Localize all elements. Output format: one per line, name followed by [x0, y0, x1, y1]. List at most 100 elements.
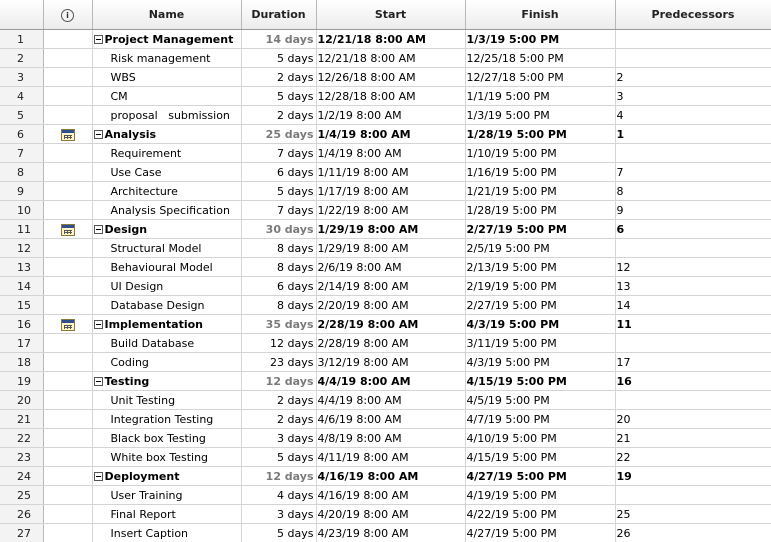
- row-id[interactable]: 3: [0, 67, 44, 87]
- predecessors-cell[interactable]: 9: [615, 200, 771, 220]
- duration-cell[interactable]: 7 days: [241, 200, 317, 220]
- task-name-cell[interactable]: Project Management: [92, 29, 242, 49]
- predecessors-cell[interactable]: 13: [615, 276, 771, 296]
- summary-task-row[interactable]: 19 Testing 12 days 4/4/19 8:00 AM 4/15/19 5:…: [0, 371, 771, 391]
- row-id[interactable]: 11: [0, 219, 44, 239]
- task-name-cell[interactable]: Behavioural Model: [92, 257, 242, 277]
- duration-cell[interactable]: 25 days: [241, 124, 317, 144]
- start-cell[interactable]: 12/21/18 8:00 AM: [316, 48, 466, 68]
- finish-cell[interactable]: 4/10/19 5:00 PM: [465, 428, 616, 448]
- row-id[interactable]: 20: [0, 390, 44, 410]
- predecessors-cell[interactable]: [615, 48, 771, 68]
- duration-cell[interactable]: 5 days: [241, 523, 317, 542]
- start-cell[interactable]: 4/6/19 8:00 AM: [316, 409, 466, 429]
- collapse-toggle-icon[interactable]: [93, 34, 103, 44]
- row-id[interactable]: 12: [0, 238, 44, 258]
- predecessors-cell[interactable]: 16: [615, 371, 771, 391]
- duration-cell[interactable]: 2 days: [241, 390, 317, 410]
- task-name-cell[interactable]: Use Case: [92, 162, 242, 182]
- duration-cell[interactable]: 23 days: [241, 352, 317, 372]
- row-id[interactable]: 25: [0, 485, 44, 505]
- indicator-cell[interactable]: [43, 181, 93, 201]
- task-row[interactable]: 12 Structural Model 8 days 1/29/19 8:00 AM 2…: [0, 238, 771, 258]
- row-id[interactable]: 8: [0, 162, 44, 182]
- indicator-cell[interactable]: [43, 390, 93, 410]
- finish-cell[interactable]: 1/28/19 5:00 PM: [465, 200, 616, 220]
- task-name-cell[interactable]: Design: [92, 219, 242, 239]
- start-cell[interactable]: 2/28/19 8:00 AM: [316, 314, 466, 334]
- start-cell[interactable]: 1/11/19 8:00 AM: [316, 162, 466, 182]
- predecessors-cell[interactable]: 21: [615, 428, 771, 448]
- predecessors-cell[interactable]: 19: [615, 466, 771, 486]
- finish-cell[interactable]: 4/15/19 5:00 PM: [465, 447, 616, 467]
- task-row[interactable]: 5 proposal submission 2 days 1/2/19 8:00 AM…: [0, 105, 771, 125]
- predecessors-cell[interactable]: 22: [615, 447, 771, 467]
- predecessors-cell[interactable]: 6: [615, 219, 771, 239]
- start-cell[interactable]: 4/16/19 8:00 AM: [316, 466, 466, 486]
- predecessors-cell[interactable]: 11: [615, 314, 771, 334]
- duration-cell[interactable]: 7 days: [241, 143, 317, 163]
- column-header-finish[interactable]: Finish: [465, 0, 616, 30]
- task-row[interactable]: 20 Unit Testing 2 days 4/4/19 8:00 AM 4/5/19…: [0, 390, 771, 410]
- duration-cell[interactable]: 30 days: [241, 219, 317, 239]
- task-row[interactable]: 22 Black box Testing 3 days 4/8/19 8:00 AM 4…: [0, 428, 771, 448]
- task-name-cell[interactable]: CM: [92, 86, 242, 106]
- indicator-cell[interactable]: [43, 504, 93, 524]
- row-id[interactable]: 23: [0, 447, 44, 467]
- indicator-cell[interactable]: [43, 124, 93, 144]
- predecessors-cell[interactable]: 17: [615, 352, 771, 372]
- finish-cell[interactable]: 4/19/19 5:00 PM: [465, 485, 616, 505]
- task-name-cell[interactable]: Black box Testing: [92, 428, 242, 448]
- finish-cell[interactable]: 2/13/19 5:00 PM: [465, 257, 616, 277]
- finish-cell[interactable]: 2/27/19 5:00 PM: [465, 295, 616, 315]
- predecessors-cell[interactable]: [615, 333, 771, 353]
- row-id[interactable]: 13: [0, 257, 44, 277]
- row-id[interactable]: 4: [0, 86, 44, 106]
- finish-cell[interactable]: 12/25/18 5:00 PM: [465, 48, 616, 68]
- duration-cell[interactable]: 6 days: [241, 276, 317, 296]
- indicator-cell[interactable]: [43, 29, 93, 49]
- start-cell[interactable]: 2/6/19 8:00 AM: [316, 257, 466, 277]
- row-id[interactable]: 15: [0, 295, 44, 315]
- column-header-start[interactable]: Start: [316, 0, 466, 30]
- task-row[interactable]: 13 Behavioural Model 8 days 2/6/19 8:00 AM 2…: [0, 257, 771, 277]
- start-cell[interactable]: 2/28/19 8:00 AM: [316, 333, 466, 353]
- duration-cell[interactable]: 2 days: [241, 105, 317, 125]
- duration-cell[interactable]: 35 days: [241, 314, 317, 334]
- task-name-cell[interactable]: Integration Testing: [92, 409, 242, 429]
- task-row[interactable]: 17 Build Database 12 days 2/28/19 8:00 AM 3/…: [0, 333, 771, 353]
- collapse-toggle-icon[interactable]: [93, 129, 103, 139]
- start-cell[interactable]: 2/14/19 8:00 AM: [316, 276, 466, 296]
- task-row[interactable]: 10 Analysis Specification 7 days 1/22/19 8:…: [0, 200, 771, 220]
- summary-task-row[interactable]: 6 Analysis 25 days 1/4/19 8:00 AM 1/28/19 5:…: [0, 124, 771, 144]
- column-header-indicators[interactable]: i: [43, 0, 93, 30]
- finish-cell[interactable]: 4/27/19 5:00 PM: [465, 523, 616, 542]
- indicator-cell[interactable]: [43, 447, 93, 467]
- duration-cell[interactable]: 8 days: [241, 257, 317, 277]
- duration-cell[interactable]: 8 days: [241, 238, 317, 258]
- row-id[interactable]: 9: [0, 181, 44, 201]
- finish-cell[interactable]: 4/7/19 5:00 PM: [465, 409, 616, 429]
- task-row[interactable]: 4 CM 5 days 12/28/18 8:00 AM 1/1/19 5:00 PM 3: [0, 86, 771, 106]
- predecessors-cell[interactable]: [615, 29, 771, 49]
- finish-cell[interactable]: 2/19/19 5:00 PM: [465, 276, 616, 296]
- indicator-cell[interactable]: [43, 295, 93, 315]
- start-cell[interactable]: 1/4/19 8:00 AM: [316, 124, 466, 144]
- row-id[interactable]: 22: [0, 428, 44, 448]
- start-cell[interactable]: 4/4/19 8:00 AM: [316, 371, 466, 391]
- start-cell[interactable]: 1/22/19 8:00 AM: [316, 200, 466, 220]
- task-name-cell[interactable]: Deployment: [92, 466, 242, 486]
- indicator-cell[interactable]: [43, 352, 93, 372]
- finish-cell[interactable]: 3/11/19 5:00 PM: [465, 333, 616, 353]
- indicator-cell[interactable]: [43, 428, 93, 448]
- task-name-cell[interactable]: Analysis: [92, 124, 242, 144]
- task-row[interactable]: 8 Use Case 6 days 1/11/19 8:00 AM 1/16/19 5:…: [0, 162, 771, 182]
- duration-cell[interactable]: 12 days: [241, 466, 317, 486]
- task-row[interactable]: 14 UI Design 6 days 2/14/19 8:00 AM 2/19/19 …: [0, 276, 771, 296]
- row-id[interactable]: 16: [0, 314, 44, 334]
- indicator-cell[interactable]: [43, 143, 93, 163]
- row-id[interactable]: 7: [0, 143, 44, 163]
- predecessors-cell[interactable]: 4: [615, 105, 771, 125]
- task-name-cell[interactable]: Testing: [92, 371, 242, 391]
- row-id[interactable]: 1: [0, 29, 44, 49]
